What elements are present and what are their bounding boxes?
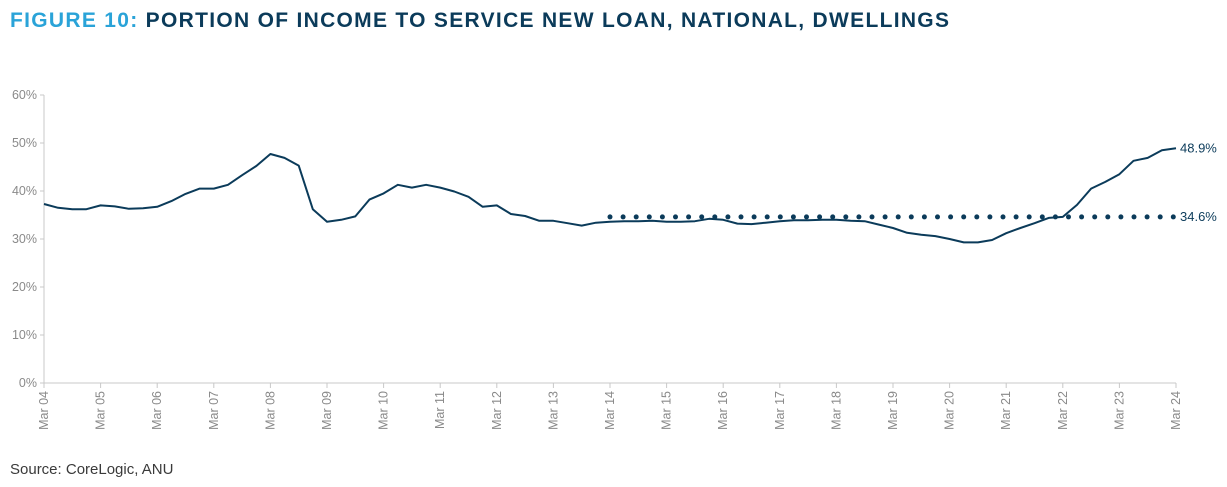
- x-tick-label: Mar 21: [999, 391, 1013, 430]
- x-tick-label: Mar 09: [320, 391, 334, 430]
- end-label-latest: 48.9%: [1180, 140, 1217, 155]
- y-tick-label: 30%: [12, 232, 37, 246]
- series-line-income-portion: [43, 147, 1177, 244]
- x-tick-label: Mar 24: [1169, 391, 1183, 430]
- x-tick-label: Mar 05: [94, 391, 108, 430]
- end-label-average: 34.6%: [1180, 209, 1217, 224]
- source-note: Source: CoreLogic, ANU: [10, 461, 174, 478]
- x-tick-label: Mar 13: [546, 391, 560, 430]
- x-tick-label: Mar 16: [716, 391, 730, 430]
- y-tick-label: 20%: [12, 280, 37, 294]
- x-tick-label: Mar 23: [1112, 391, 1126, 430]
- x-tick-label: Mar 08: [263, 391, 277, 430]
- figure-label: FIGURE 10:: [10, 9, 139, 32]
- chart-title: FIGURE 10: PORTION OF INCOME TO SERVICE …: [10, 9, 950, 33]
- x-tick-label: Mar 18: [829, 391, 843, 430]
- y-tick-label: 40%: [12, 184, 37, 198]
- x-tick-label: Mar 04: [37, 391, 51, 430]
- x-tick-label: Mar 19: [886, 391, 900, 430]
- x-tick-label: Mar 11: [433, 391, 447, 429]
- x-tick-label: Mar 14: [603, 391, 617, 430]
- y-tick-label: 60%: [12, 88, 37, 102]
- x-tick-label: Mar 15: [660, 391, 674, 430]
- x-tick-label: Mar 12: [490, 391, 504, 430]
- figure-title: PORTION OF INCOME TO SERVICE NEW LOAN, N…: [145, 9, 951, 32]
- x-tick-label: Mar 20: [943, 391, 957, 430]
- x-tick-label: Mar 17: [773, 391, 787, 430]
- y-tick-label: 10%: [12, 328, 37, 342]
- x-tick-label: Mar 07: [207, 391, 221, 430]
- x-tick-label: Mar 10: [377, 391, 391, 430]
- x-tick-label: Mar 22: [1056, 391, 1070, 430]
- x-tick-label: Mar 06: [150, 391, 164, 430]
- y-tick-label: 0%: [19, 376, 37, 390]
- y-tick-label: 50%: [12, 136, 37, 150]
